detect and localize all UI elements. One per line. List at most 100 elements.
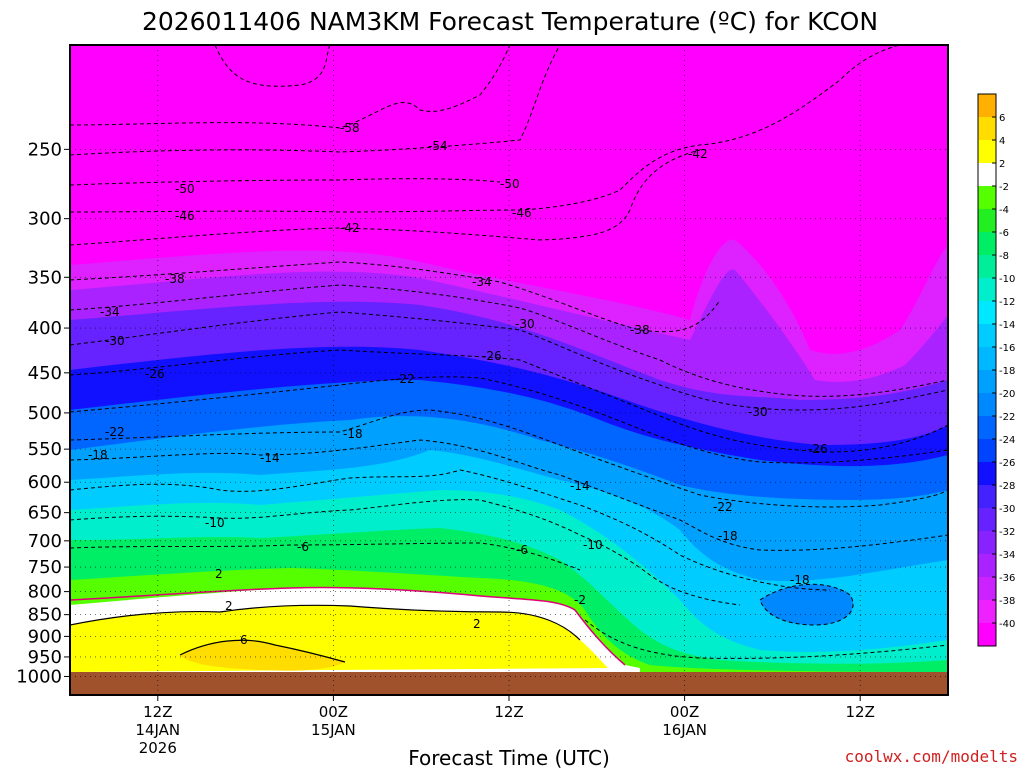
y-tick-label: 950 <box>28 647 62 668</box>
region-plus6 <box>180 640 345 671</box>
colorbar-label: -36 <box>999 573 1015 584</box>
y-tick-label: 400 <box>28 318 62 339</box>
colorbar-swatch <box>978 508 996 531</box>
contour-label: -2 <box>574 593 586 607</box>
colorbar-label: -16 <box>999 343 1015 354</box>
colorbar-swatch <box>978 301 996 324</box>
contour-label: -30 <box>515 317 535 331</box>
contour-label: -18 <box>88 448 108 462</box>
contour-label: -34 <box>472 275 492 289</box>
contour-path <box>179 639 346 663</box>
colorbar-swatch <box>978 554 996 577</box>
contour-label: -46 <box>512 206 532 220</box>
y-tick-label: 750 <box>28 557 62 578</box>
colorbar-label: 2 <box>999 159 1005 170</box>
contour-label: -22 <box>105 425 125 439</box>
colorbar-swatch <box>978 140 996 163</box>
contour-label: -18 <box>790 573 810 587</box>
colorbar-swatch <box>978 439 996 462</box>
x-tick-label: 00Z <box>670 703 699 721</box>
colorbar-label: -28 <box>999 481 1015 492</box>
contour-lines-solid <box>70 604 581 663</box>
colorbar-swatch <box>978 600 996 623</box>
x-tick-label: 15JAN <box>311 721 356 739</box>
colorbar-label: -8 <box>999 251 1009 262</box>
colorbar-swatch <box>978 347 996 370</box>
plot-area: -58 -54 -50 -50 -46 -46 -42 -42 -38 -38 … <box>70 45 948 695</box>
colorbar-swatch <box>978 577 996 600</box>
y-tick-label: 500 <box>28 403 62 424</box>
x-tick-label: 12Z <box>846 703 875 721</box>
colorbar-swatch <box>978 232 996 255</box>
contour-label: -10 <box>583 538 603 552</box>
contour-label: -18 <box>718 529 738 543</box>
contour-path <box>70 349 948 453</box>
colorbar-swatch <box>978 416 996 439</box>
contour-label: -50 <box>175 182 195 196</box>
colorbar-label: -18 <box>999 366 1015 377</box>
contour-label: -30 <box>105 334 125 348</box>
colorbar-swatch <box>978 324 996 347</box>
colorbar-swatch <box>978 370 996 393</box>
colorbar: 6 4 2 -2 -4 -6 -8 -10 -12 -14 -16 -18 -20 -22 -24 -26 -2… <box>977 93 1015 647</box>
colorbar-label: -4 <box>999 205 1009 216</box>
credit-text: coolwx.com/modelts <box>845 747 1018 766</box>
contour-label: -26 <box>145 367 165 381</box>
colorbar-label: -26 <box>999 458 1015 469</box>
contour-label: -50 <box>500 177 520 191</box>
y-tick-label: 350 <box>28 267 62 288</box>
contour-path <box>70 149 701 246</box>
y-tick-label: 800 <box>28 582 62 603</box>
colorbar-label: -20 <box>999 389 1015 400</box>
y-tick-label: 700 <box>28 531 62 552</box>
y-tick-label: 250 <box>28 139 62 160</box>
colorbar-label: -24 <box>999 435 1015 446</box>
contour-label: -10 <box>205 516 225 530</box>
contour-path <box>70 311 948 411</box>
contour-label: -46 <box>175 209 195 223</box>
x-tick-label: 14JAN <box>135 721 180 739</box>
chart-title: 2026011406 NAM3KM Forecast Temperature (… <box>142 7 878 36</box>
contour-path <box>70 469 831 591</box>
contour-lines-dashed <box>70 45 948 659</box>
colorbar-swatch <box>978 117 996 140</box>
y-tick-label: 850 <box>28 605 62 626</box>
ground-surface <box>70 672 948 695</box>
contour-path <box>70 376 948 464</box>
y-tick-label: 650 <box>28 503 62 524</box>
colorbar-label: -2 <box>999 182 1009 193</box>
y-tick-label: 550 <box>28 439 62 460</box>
y-tick-label: 1000 <box>16 666 62 687</box>
colorbar-label: -40 <box>999 619 1015 630</box>
contour-label: -34 <box>100 305 120 319</box>
contour-path <box>70 178 501 186</box>
contour-path <box>214 45 331 87</box>
colorbar-label: -10 <box>999 274 1015 285</box>
contour-path <box>70 45 901 213</box>
y-axis: 2503003504004505005506006507007508008509… <box>16 139 70 687</box>
colorbar-swatch <box>978 186 996 209</box>
colorbar-swatch <box>978 485 996 508</box>
colorbar-label: 4 <box>999 136 1005 147</box>
colorbar-swatch <box>978 94 996 117</box>
x-tick-label: 12Z <box>494 703 523 721</box>
gridlines <box>70 45 948 695</box>
contour-label: 2 <box>225 599 233 613</box>
contour-label: -14 <box>260 451 280 465</box>
colorbar-label: -22 <box>999 412 1015 423</box>
colorbar-swatch <box>978 163 996 186</box>
contour-label: -42 <box>340 221 360 235</box>
region-cold-pocket <box>760 584 854 625</box>
contour-label: 6 <box>240 633 248 647</box>
colorbar-label: -14 <box>999 320 1015 331</box>
y-tick-label: 300 <box>28 209 62 230</box>
colorbar-swatch <box>978 462 996 485</box>
contour-label: -26 <box>808 442 828 456</box>
contour-label: -18 <box>343 427 363 441</box>
contour-label: -42 <box>688 147 708 161</box>
contour-label: 2 <box>473 617 481 631</box>
contour-label: -22 <box>395 372 415 386</box>
